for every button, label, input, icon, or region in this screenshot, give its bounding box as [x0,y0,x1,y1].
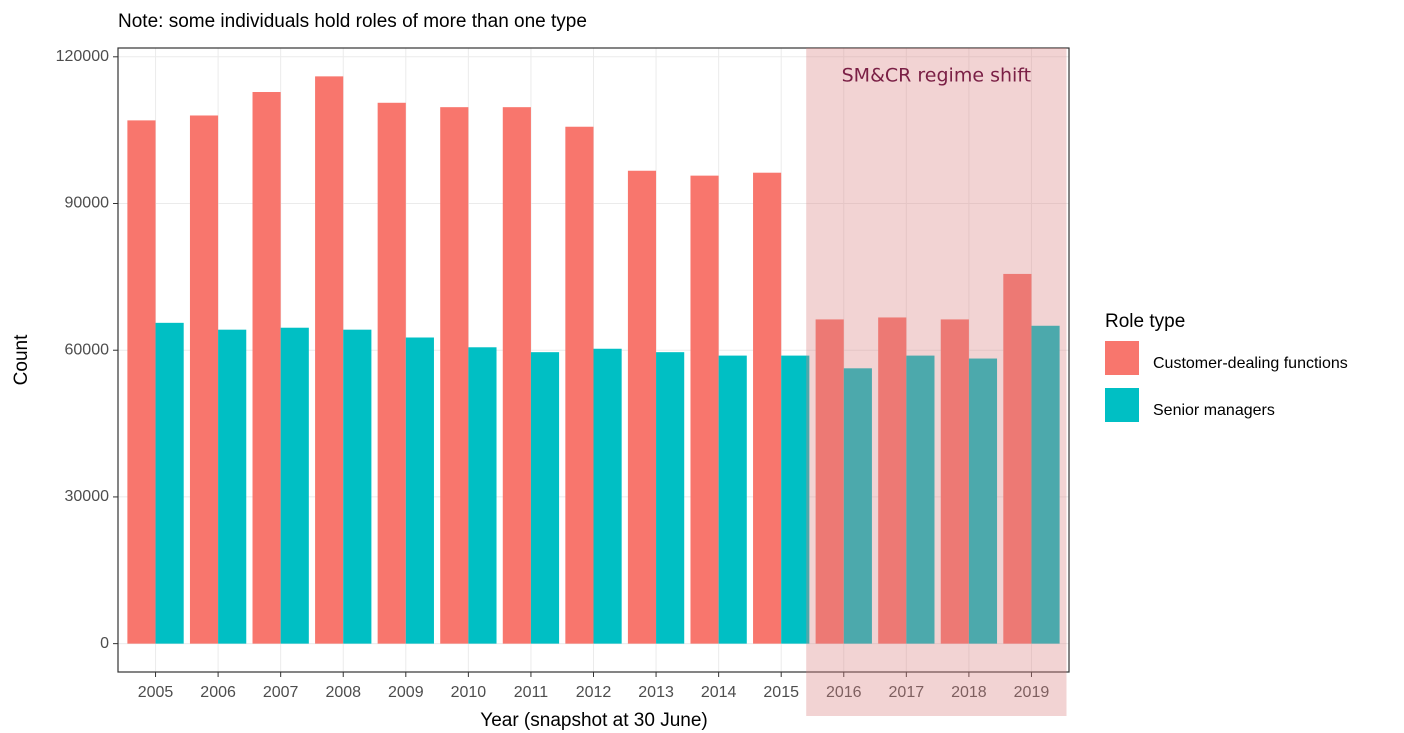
bar [815,319,844,644]
bar [781,355,810,644]
y-tick-label: 30000 [65,488,110,505]
bar [906,355,935,644]
bar [530,352,560,644]
bar [377,102,406,644]
legend-label: Customer-dealing functions [1153,355,1348,372]
x-tick-label: 2009 [388,684,424,701]
x-tick-label: 2005 [138,684,174,701]
bar [690,175,719,644]
x-tick-label: 2012 [576,684,612,701]
bar [440,107,469,644]
x-tick-label: 2008 [325,684,361,701]
bar [753,172,782,644]
plot-border [117,47,1070,673]
bar [1031,325,1060,644]
bar [968,358,998,644]
x-tick-label: 2010 [451,684,487,701]
bar [252,92,281,644]
bar [627,170,657,644]
bar [878,317,907,644]
bar [280,327,309,644]
bar [565,126,594,644]
annotation-text: SM&CR regime shift [842,65,1031,87]
x-tick-label: 2015 [763,684,799,701]
y-axis-label: Count [11,334,32,385]
bar [343,329,372,644]
y-tick-label: 60000 [65,341,110,358]
x-tick-label: 2013 [638,684,674,701]
legend-title: Role type [1105,311,1185,332]
bar [940,319,969,644]
bar [718,355,747,644]
x-tick-label: 2018 [951,684,987,701]
bar [405,337,434,644]
x-tick-label: 2014 [701,684,737,701]
x-tick-label: 2011 [514,684,549,701]
bar [127,120,156,644]
x-tick-label: 2006 [200,684,236,701]
x-tick-label: 2016 [826,684,862,701]
bar [502,107,531,644]
bar [218,329,247,644]
y-tick-label: 0 [100,635,109,652]
legend-swatch [1105,341,1139,375]
chart-title: Note: some individuals hold roles of mor… [118,11,587,32]
bar [593,348,622,644]
bar [468,347,497,644]
x-axis-label: Year (snapshot at 30 June) [480,710,707,731]
annotation-shade [806,48,1067,716]
bar [843,368,872,644]
bar [315,76,344,644]
bar [1003,273,1032,644]
x-tick-label: 2007 [263,684,299,701]
bar [656,352,685,644]
y-tick-label: 120000 [56,48,109,65]
bar [155,322,184,644]
x-tick-label: 2017 [889,684,925,701]
legend-label: Senior managers [1153,402,1275,419]
x-tick-label: 2019 [1014,684,1050,701]
legend-swatch [1105,388,1139,422]
y-tick-label: 90000 [65,195,110,212]
bar [189,115,219,644]
